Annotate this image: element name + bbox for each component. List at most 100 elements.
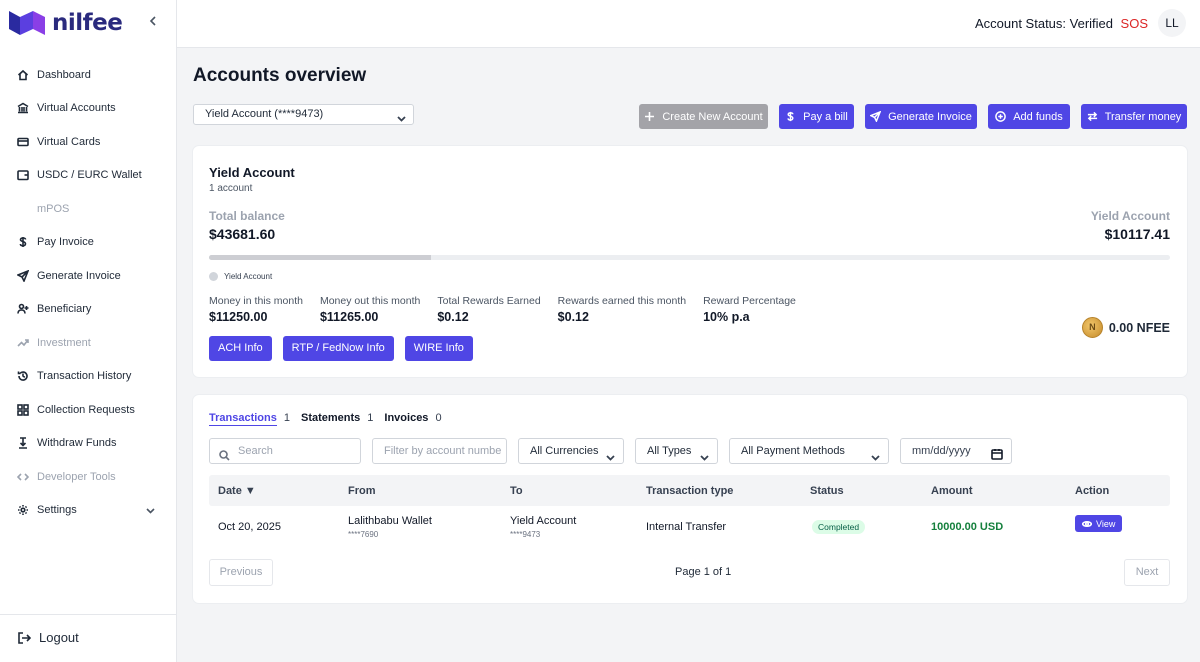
sidebar-item-settings[interactable]: Settings bbox=[0, 494, 176, 528]
pay-bill-button[interactable]: Pay a bill bbox=[779, 104, 854, 129]
add-funds-button[interactable]: Add funds bbox=[988, 104, 1070, 129]
dollar-icon bbox=[17, 236, 29, 248]
top-bar: Account Status: Verified SOS LL bbox=[177, 0, 1200, 48]
chevron-down-icon bbox=[145, 505, 156, 516]
tab-invoices[interactable]: Invoices 0 bbox=[384, 412, 441, 426]
home-icon bbox=[17, 69, 29, 81]
stat-label: Reward Percentage bbox=[703, 295, 796, 307]
sidebar-item-wallet[interactable]: USDC / EURC Wallet bbox=[0, 159, 176, 193]
sidebar-item-transaction-history[interactable]: Transaction History bbox=[0, 360, 176, 394]
tab-transactions[interactable]: Transactions 1 bbox=[209, 412, 290, 426]
sidebar-item-label: Withdraw Funds bbox=[37, 437, 117, 450]
user-plus-icon bbox=[17, 303, 29, 315]
stat-value: $0.12 bbox=[557, 310, 589, 324]
column-amount: Amount bbox=[931, 485, 973, 497]
calendar-icon bbox=[991, 445, 1003, 469]
sidebar-item-dashboard[interactable]: Dashboard bbox=[0, 58, 176, 92]
avatar[interactable]: LL bbox=[1158, 9, 1186, 37]
search-input[interactable]: Search bbox=[209, 438, 361, 464]
sidebar-item-generate-invoice[interactable]: Generate Invoice bbox=[0, 259, 176, 293]
sidebar-item-beneficiary[interactable]: Beneficiary bbox=[0, 293, 176, 327]
nfee-coin-icon: N bbox=[1081, 317, 1103, 338]
brand-name: nilfee bbox=[52, 10, 123, 36]
row-from-account: ****7690 bbox=[348, 530, 379, 539]
create-account-button[interactable]: Create New Account bbox=[639, 104, 768, 129]
yield-account-label: Yield Account bbox=[1090, 209, 1170, 223]
sidebar: nilfee Dashboard Virtual Accounts Virtua… bbox=[0, 0, 177, 662]
generate-invoice-button[interactable]: Generate Invoice bbox=[865, 104, 977, 129]
table-header: Date ▼ From To Transaction type Status A… bbox=[209, 475, 1170, 506]
logout-label: Logout bbox=[39, 630, 79, 645]
plus-circle-icon bbox=[995, 111, 1007, 122]
sidebar-item-developer-tools[interactable]: Developer Tools bbox=[0, 460, 176, 494]
transfer-money-button[interactable]: Transfer money bbox=[1081, 104, 1187, 129]
row-date: Oct 20, 2025 bbox=[218, 521, 281, 533]
ach-info-button[interactable]: ACH Info bbox=[209, 336, 272, 361]
stat-label: Total Rewards Earned bbox=[437, 295, 541, 307]
sidebar-item-label: Pay Invoice bbox=[37, 236, 94, 249]
logout-button[interactable]: Logout bbox=[17, 630, 79, 645]
tab-count: 1 bbox=[367, 412, 374, 424]
currency-select[interactable]: All Currencies bbox=[518, 438, 624, 464]
account-filter-placeholder: Filter by account numbe bbox=[384, 445, 502, 457]
account-summary-card: Yield Account 1 account Total balance $4… bbox=[193, 146, 1187, 377]
chevron-down-icon bbox=[397, 111, 406, 122]
tab-label: Statements bbox=[300, 412, 361, 424]
row-from: Lalithbabu Wallet bbox=[348, 515, 432, 527]
account-select[interactable]: Yield Account (****9473) bbox=[193, 104, 414, 125]
sidebar-item-withdraw-funds[interactable]: Withdraw Funds bbox=[0, 427, 176, 461]
stat-label: Rewards earned this month bbox=[557, 295, 687, 307]
nfee-balance: N 0.00 NFEE bbox=[1081, 317, 1170, 338]
balance-legend: Yield Account bbox=[209, 272, 272, 281]
logout-icon bbox=[18, 631, 31, 644]
type-select[interactable]: All Types bbox=[635, 438, 718, 464]
stat-rewards-month: Rewards earned this month $0.12 bbox=[558, 295, 686, 324]
collapse-sidebar-button[interactable] bbox=[145, 14, 161, 30]
total-balance-value: $43681.60 bbox=[209, 226, 276, 242]
sidebar-item-virtual-accounts[interactable]: Virtual Accounts bbox=[0, 92, 176, 126]
legend-label: Yield Account bbox=[224, 272, 273, 281]
row-amount: 10000.00 USD bbox=[931, 521, 1004, 533]
wire-info-button[interactable]: WIRE Info bbox=[404, 336, 473, 361]
stat-label: Money in this month bbox=[209, 295, 303, 307]
sidebar-item-label: Developer Tools bbox=[37, 470, 116, 483]
send-icon bbox=[17, 269, 29, 282]
sidebar-item-virtual-cards[interactable]: Virtual Cards bbox=[0, 125, 176, 159]
account-number-filter[interactable]: Filter by account numbe bbox=[372, 438, 507, 464]
tab-label: Transactions bbox=[209, 412, 277, 426]
wallet-icon bbox=[17, 169, 29, 181]
payment-method-select[interactable]: All Payment Methods bbox=[729, 438, 889, 464]
tab-count: 1 bbox=[283, 412, 290, 424]
pos-icon bbox=[17, 203, 29, 215]
account-status: Account Status: Verified bbox=[974, 16, 1113, 31]
yield-account-value: $10117.41 bbox=[1104, 226, 1170, 242]
column-action: Action bbox=[1075, 485, 1110, 497]
next-button[interactable]: Next bbox=[1124, 559, 1170, 586]
info-buttons: ACH Info RTP / FedNow Info WIRE Info bbox=[209, 336, 484, 361]
balance-progress-bar bbox=[209, 255, 1170, 260]
rtp-fednow-info-button[interactable]: RTP / FedNow Info bbox=[282, 336, 394, 361]
sos-button[interactable]: SOS bbox=[1120, 16, 1148, 31]
view-button[interactable]: View bbox=[1075, 515, 1123, 532]
sidebar-item-investment[interactable]: Investment bbox=[0, 326, 176, 360]
stat-value: 10% p.a bbox=[703, 310, 750, 324]
column-date[interactable]: Date ▼ bbox=[218, 485, 256, 497]
bank-icon bbox=[17, 102, 29, 114]
transfer-money-label: Transfer money bbox=[1104, 110, 1182, 123]
column-to: To bbox=[510, 485, 523, 497]
chevron-down-icon bbox=[606, 447, 615, 471]
tab-statements[interactable]: Statements 1 bbox=[301, 412, 373, 426]
stat-reward-percentage: Reward Percentage 10% p.a bbox=[703, 295, 796, 324]
date-input[interactable]: mm/dd/yyyy bbox=[900, 438, 1012, 464]
sidebar-item-mpos[interactable]: mPOS bbox=[0, 192, 176, 226]
page-title: Accounts overview bbox=[193, 65, 367, 86]
brand-logo[interactable]: nilfee bbox=[8, 8, 123, 38]
sidebar-item-collection-requests[interactable]: Collection Requests bbox=[0, 393, 176, 427]
pay-bill-label: Pay a bill bbox=[803, 110, 848, 123]
tab-count: 0 bbox=[435, 412, 442, 424]
sidebar-item-pay-invoice[interactable]: Pay Invoice bbox=[0, 226, 176, 260]
previous-button[interactable]: Previous bbox=[209, 559, 273, 586]
sidebar-item-label: Virtual Cards bbox=[37, 135, 101, 148]
sidebar-item-label: Investment bbox=[37, 336, 91, 349]
account-select-value: Yield Account (****9473) bbox=[205, 108, 324, 120]
